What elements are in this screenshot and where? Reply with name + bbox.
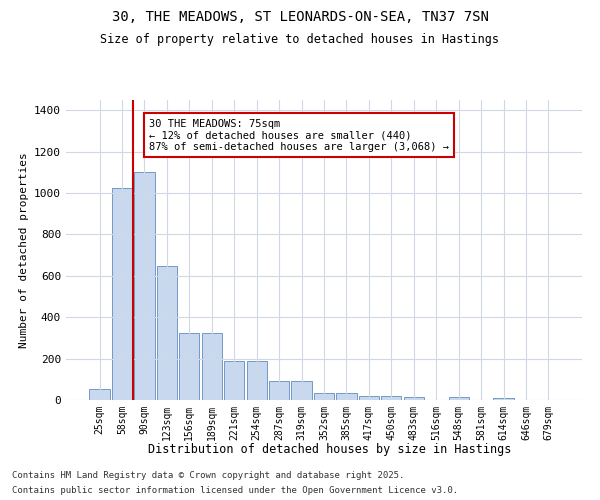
Y-axis label: Number of detached properties: Number of detached properties xyxy=(19,152,29,348)
Bar xyxy=(359,396,379,400)
Bar xyxy=(202,333,222,400)
Bar xyxy=(157,266,177,400)
Text: Distribution of detached houses by size in Hastings: Distribution of detached houses by size … xyxy=(148,442,512,456)
Bar xyxy=(247,360,267,400)
Bar xyxy=(292,382,311,400)
Bar xyxy=(337,393,356,400)
Bar xyxy=(89,388,110,400)
Bar xyxy=(314,393,334,400)
Bar xyxy=(179,333,199,400)
Bar xyxy=(449,397,469,400)
Text: 30, THE MEADOWS, ST LEONARDS-ON-SEA, TN37 7SN: 30, THE MEADOWS, ST LEONARDS-ON-SEA, TN3… xyxy=(112,10,488,24)
Bar xyxy=(134,172,155,400)
Text: Contains public sector information licensed under the Open Government Licence v3: Contains public sector information licen… xyxy=(12,486,458,495)
Bar xyxy=(381,396,401,400)
Bar xyxy=(112,188,132,400)
Text: 30 THE MEADOWS: 75sqm
← 12% of detached houses are smaller (440)
87% of semi-det: 30 THE MEADOWS: 75sqm ← 12% of detached … xyxy=(149,118,449,152)
Bar xyxy=(269,382,289,400)
Bar xyxy=(493,398,514,400)
Bar xyxy=(404,397,424,400)
Text: Contains HM Land Registry data © Crown copyright and database right 2025.: Contains HM Land Registry data © Crown c… xyxy=(12,471,404,480)
Text: Size of property relative to detached houses in Hastings: Size of property relative to detached ho… xyxy=(101,32,499,46)
Bar xyxy=(224,360,244,400)
